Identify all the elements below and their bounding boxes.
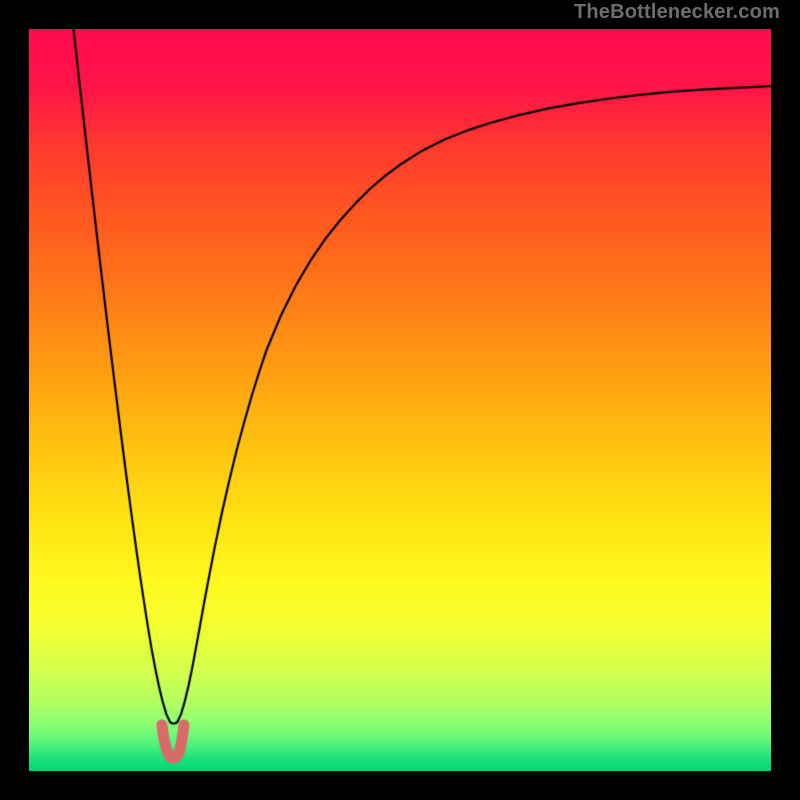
watermark-text: TheBottlenecker.com [574,1,780,24]
chart-stage: TheBottlenecker.com [0,0,800,800]
plot-area [29,29,771,771]
bottleneck-curve [29,29,771,771]
